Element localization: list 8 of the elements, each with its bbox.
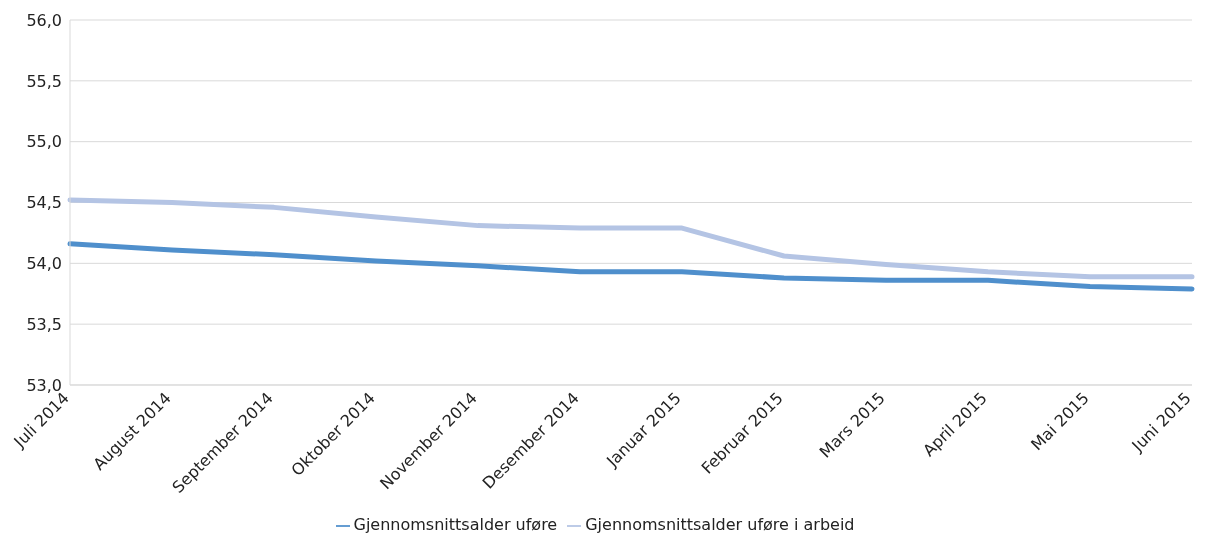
y-tick-label: 54,5 xyxy=(26,193,62,213)
y-tick-label: 55,5 xyxy=(26,71,62,91)
y-tick-label: 56,0 xyxy=(26,10,62,30)
legend-label: Gjennomsnittsalder uføre xyxy=(353,515,558,534)
y-tick-label: 54,0 xyxy=(26,254,62,274)
y-tick-label: 53,5 xyxy=(26,314,62,334)
legend-label: Gjennomsnittsalder uføre i arbeid xyxy=(585,515,855,534)
y-tick-label: 55,0 xyxy=(26,132,62,152)
